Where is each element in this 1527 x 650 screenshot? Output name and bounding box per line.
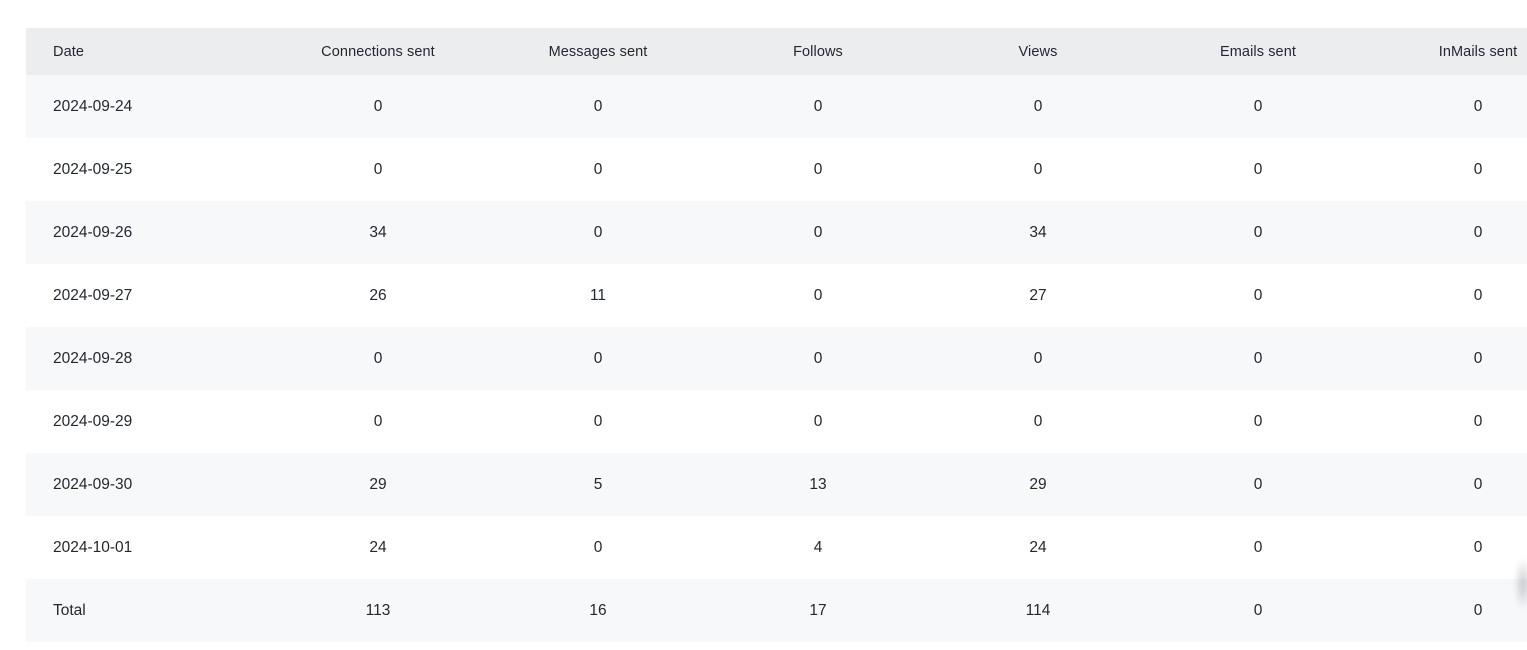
column-header-emails-sent: Emails sent xyxy=(1148,28,1368,75)
value-cell: 0 xyxy=(1148,327,1368,390)
value-cell: 0 xyxy=(1148,138,1368,201)
value-cell: 0 xyxy=(488,390,708,453)
value-cell: 0 xyxy=(488,516,708,579)
value-cell: 24 xyxy=(928,516,1148,579)
value-cell: 0 xyxy=(708,201,928,264)
value-cell: 0 xyxy=(488,138,708,201)
table-row: 2024-09-27 26 11 0 27 0 0 xyxy=(26,264,1527,327)
column-header-views: Views xyxy=(928,28,1148,75)
value-cell: 0 xyxy=(928,390,1148,453)
value-cell: 0 xyxy=(1148,264,1368,327)
value-cell: 26 xyxy=(268,264,488,327)
value-cell: 0 xyxy=(1148,201,1368,264)
value-cell: 0 xyxy=(708,75,928,138)
table-row: 2024-10-01 24 0 4 24 0 0 xyxy=(26,516,1527,579)
value-cell: 29 xyxy=(928,453,1148,516)
date-cell: 2024-09-27 xyxy=(26,264,268,327)
date-cell: 2024-09-30 xyxy=(26,453,268,516)
value-cell: 0 xyxy=(268,390,488,453)
table-row: 2024-09-25 0 0 0 0 0 0 xyxy=(26,138,1527,201)
value-cell: 17 xyxy=(708,579,928,642)
value-cell: 0 xyxy=(1368,75,1527,138)
value-cell: 0 xyxy=(268,327,488,390)
date-cell: 2024-10-01 xyxy=(26,516,268,579)
value-cell: 13 xyxy=(708,453,928,516)
table-row: 2024-09-26 34 0 0 34 0 0 xyxy=(26,201,1527,264)
value-cell: 0 xyxy=(708,327,928,390)
value-cell: 0 xyxy=(1368,201,1527,264)
value-cell: 0 xyxy=(268,138,488,201)
daily-stats-table: Date Connections sent Messages sent Foll… xyxy=(26,28,1527,642)
total-label-cell: Total xyxy=(26,579,268,642)
value-cell: 0 xyxy=(1148,390,1368,453)
value-cell: 0 xyxy=(488,75,708,138)
value-cell: 34 xyxy=(268,201,488,264)
table-row: 2024-09-29 0 0 0 0 0 0 xyxy=(26,390,1527,453)
value-cell: 0 xyxy=(708,138,928,201)
column-header-follows: Follows xyxy=(708,28,928,75)
date-cell: 2024-09-25 xyxy=(26,138,268,201)
value-cell: 0 xyxy=(708,390,928,453)
value-cell: 0 xyxy=(928,327,1148,390)
value-cell: 0 xyxy=(928,75,1148,138)
value-cell: 0 xyxy=(1368,138,1527,201)
stats-table-scroll-container[interactable]: Date Connections sent Messages sent Foll… xyxy=(26,28,1527,642)
column-header-connections-sent: Connections sent xyxy=(268,28,488,75)
value-cell: 24 xyxy=(268,516,488,579)
value-cell: 0 xyxy=(708,264,928,327)
table-row: 2024-09-30 29 5 13 29 0 0 xyxy=(26,453,1527,516)
total-row: Total 113 16 17 114 0 0 xyxy=(26,579,1527,642)
table-body: 2024-09-24 0 0 0 0 0 0 2024-09-25 0 0 0 0 0 0 2024-09-… xyxy=(26,75,1527,642)
table-row: 2024-09-24 0 0 0 0 0 0 xyxy=(26,75,1527,138)
column-header-messages-sent: Messages sent xyxy=(488,28,708,75)
value-cell: 0 xyxy=(268,75,488,138)
value-cell: 0 xyxy=(1148,516,1368,579)
value-cell: 0 xyxy=(1148,579,1368,642)
value-cell: 29 xyxy=(268,453,488,516)
value-cell: 5 xyxy=(488,453,708,516)
table-header: Date Connections sent Messages sent Foll… xyxy=(26,28,1527,75)
value-cell: 27 xyxy=(928,264,1148,327)
date-cell: 2024-09-26 xyxy=(26,201,268,264)
date-cell: 2024-09-24 xyxy=(26,75,268,138)
date-cell: 2024-09-29 xyxy=(26,390,268,453)
value-cell: 0 xyxy=(928,138,1148,201)
value-cell: 34 xyxy=(928,201,1148,264)
header-row: Date Connections sent Messages sent Foll… xyxy=(26,28,1527,75)
value-cell: 16 xyxy=(488,579,708,642)
value-cell: 0 xyxy=(1368,579,1527,642)
date-cell: 2024-09-28 xyxy=(26,327,268,390)
column-header-inmails-sent: InMails sent xyxy=(1368,28,1527,75)
value-cell: 0 xyxy=(1368,516,1527,579)
value-cell: 11 xyxy=(488,264,708,327)
value-cell: 0 xyxy=(488,201,708,264)
value-cell: 113 xyxy=(268,579,488,642)
value-cell: 114 xyxy=(928,579,1148,642)
column-header-date: Date xyxy=(26,28,268,75)
value-cell: 0 xyxy=(488,327,708,390)
value-cell: 0 xyxy=(1148,453,1368,516)
value-cell: 0 xyxy=(1148,75,1368,138)
value-cell: 0 xyxy=(1368,453,1527,516)
value-cell: 0 xyxy=(1368,264,1527,327)
table-row: 2024-09-28 0 0 0 0 0 0 xyxy=(26,327,1527,390)
value-cell: 0 xyxy=(1368,327,1527,390)
value-cell: 0 xyxy=(1368,390,1527,453)
value-cell: 4 xyxy=(708,516,928,579)
